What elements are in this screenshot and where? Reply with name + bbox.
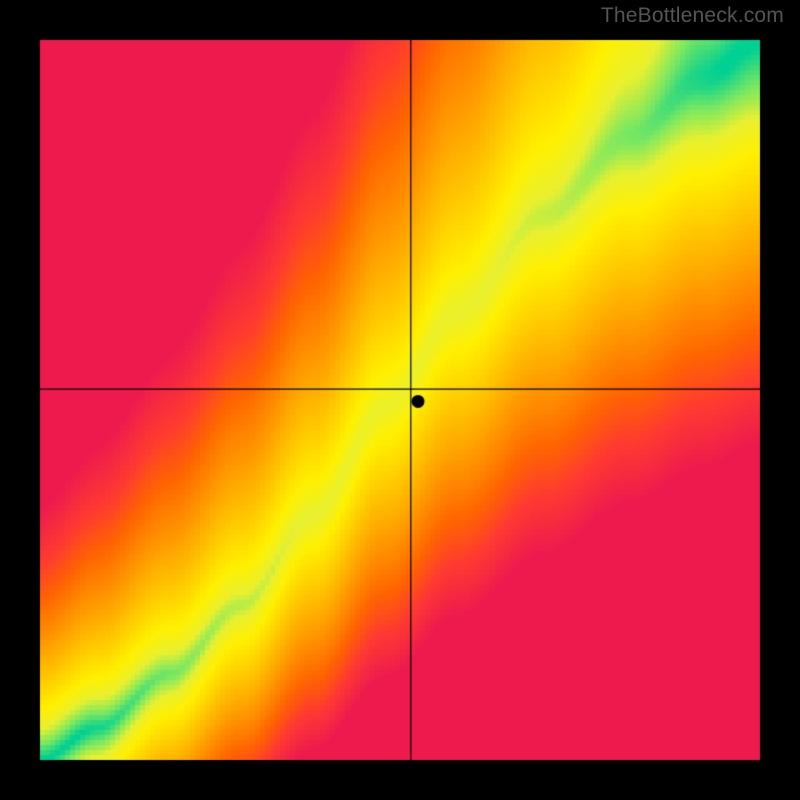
watermark-text: TheBottleneck.com	[601, 4, 784, 28]
chart-container: TheBottleneck.com	[0, 0, 800, 800]
heatmap-canvas	[0, 0, 800, 800]
